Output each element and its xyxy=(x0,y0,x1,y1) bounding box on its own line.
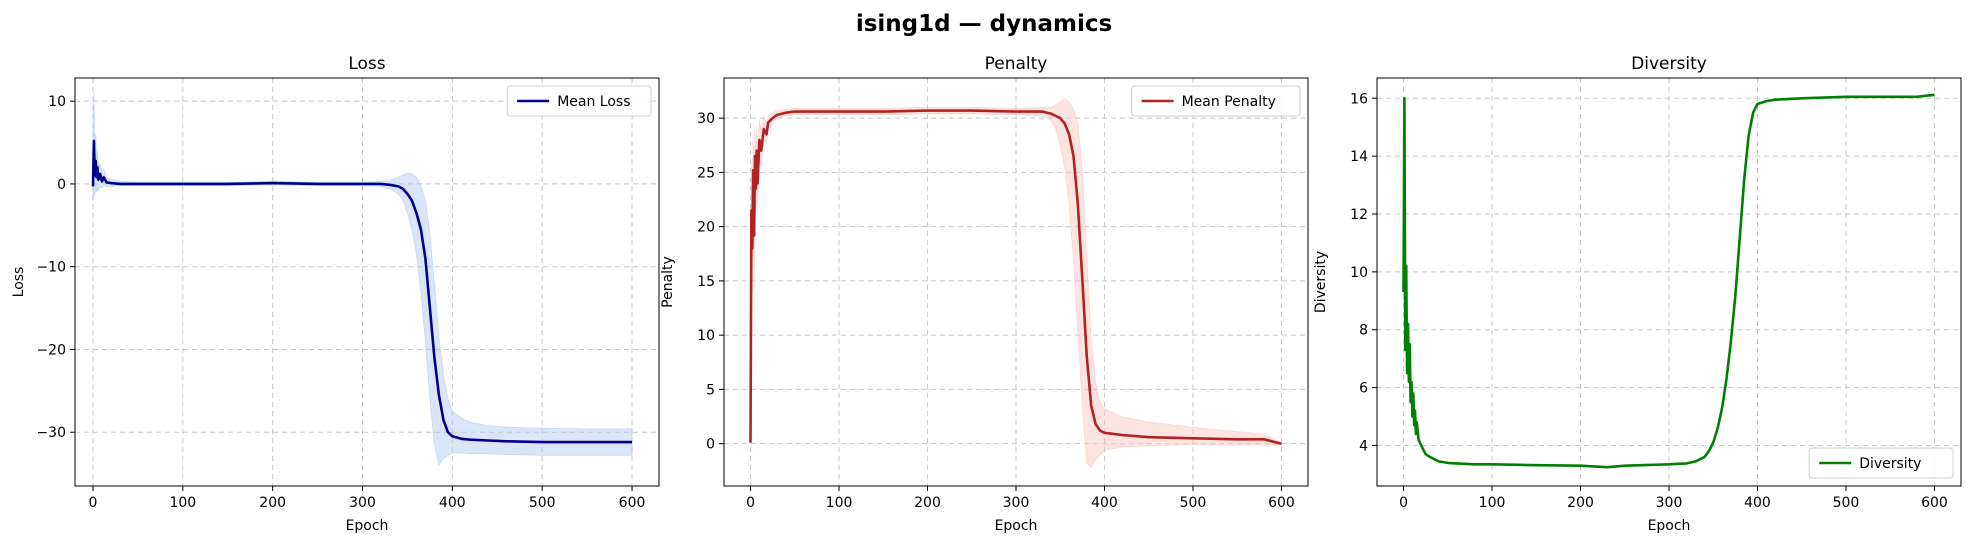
x-tick-label: 400 xyxy=(1744,495,1771,511)
x-axis-label: Epoch xyxy=(1648,518,1691,534)
y-tick-label: 16 xyxy=(1350,91,1368,107)
legend-box xyxy=(1808,447,1954,479)
y-axis-label: Loss xyxy=(11,267,27,298)
y-tick-label: 14 xyxy=(1350,149,1368,165)
plot-frame xyxy=(74,77,660,487)
y-tick-label: 20 xyxy=(697,220,715,236)
chart-title: Loss xyxy=(348,54,385,74)
y-tick-label: 0 xyxy=(706,437,715,453)
x-tick-label: 500 xyxy=(1833,495,1860,511)
chart-title: Diversity xyxy=(1631,54,1707,74)
legend: Diversity xyxy=(1808,447,1954,479)
y-tick-label: 12 xyxy=(1350,207,1368,223)
legend: Mean Loss xyxy=(506,85,652,117)
x-tick-label: 200 xyxy=(1567,495,1594,511)
y-tick-label: 6 xyxy=(1359,381,1368,397)
y-tick-label: 10 xyxy=(48,94,66,110)
series-line xyxy=(91,139,632,444)
y-axis-label: Penalty xyxy=(660,256,676,308)
y-tick-label: 4 xyxy=(1359,438,1368,454)
y-tick-label: 0 xyxy=(57,177,66,193)
x-axis-label: Epoch xyxy=(346,518,389,534)
x-tick-label: 0 xyxy=(89,495,98,511)
x-tick-label: 200 xyxy=(259,495,286,511)
series-line xyxy=(749,109,1282,445)
x-tick-label: 400 xyxy=(1091,495,1118,511)
x-tick-label: 100 xyxy=(169,495,196,511)
x-tick-label: 600 xyxy=(1921,495,1948,511)
y-tick-label: 30 xyxy=(697,111,715,127)
legend: Mean Penalty xyxy=(1131,85,1301,117)
panels: 0 100 200 300 400 500 600−30−20−10010LossEpoch… xyxy=(11,54,1962,534)
y-tick-label: 10 xyxy=(1350,265,1368,281)
x-tick-label: 0 xyxy=(746,495,755,511)
legend-box xyxy=(506,85,652,117)
series-line xyxy=(1402,93,1935,469)
x-axis-label: Epoch xyxy=(995,518,1038,534)
legend-box xyxy=(1131,85,1301,117)
x-tick-label: 500 xyxy=(1180,495,1207,511)
y-tick-label: 5 xyxy=(706,382,715,398)
y-axis-label: Diversity xyxy=(1313,251,1329,313)
figure-title: ising1d — dynamics xyxy=(856,11,1112,37)
y-tick-label: −10 xyxy=(36,260,66,276)
legend-label: Diversity xyxy=(1859,456,1921,472)
x-tick-label: 100 xyxy=(1479,495,1506,511)
y-tick-label: 25 xyxy=(697,165,715,181)
x-tick-label: 200 xyxy=(914,495,941,511)
chart-title: Penalty xyxy=(985,54,1048,74)
series-band xyxy=(92,92,633,467)
y-tick-label: −20 xyxy=(36,342,66,358)
x-tick-label: 400 xyxy=(439,495,466,511)
x-tick-label: 600 xyxy=(619,495,646,511)
y-tick-label: −30 xyxy=(36,425,66,441)
chart-penalty: 0 100 200 300 400 500 600 0 5 10 15 20 25 30 Penalty Ep… xyxy=(660,54,1309,534)
legend-label: Mean Penalty xyxy=(1182,94,1276,110)
x-tick-label: 500 xyxy=(529,495,556,511)
x-tick-label: 300 xyxy=(1656,495,1683,511)
chart-diversity: 0 100 200 300 400 500 600 4 6 8 10 12 14 16 Diversity E… xyxy=(1313,54,1962,534)
x-tick-label: 300 xyxy=(1003,495,1030,511)
x-tick-label: 300 xyxy=(349,495,376,511)
chart-loss: 0 100 200 300 400 500 600 −30 −20 −10 0 10 Loss Epoch… xyxy=(11,54,660,534)
series-band xyxy=(750,98,1282,469)
y-tick-label: 15 xyxy=(697,274,715,290)
legend-label: Mean Loss xyxy=(557,94,630,110)
x-tick-label: 0 xyxy=(1399,495,1408,511)
x-tick-label: 100 xyxy=(826,495,853,511)
y-tick-label: 10 xyxy=(697,328,715,344)
y-tick-label: 8 xyxy=(1359,323,1368,339)
x-tick-label: 600 xyxy=(1268,495,1295,511)
